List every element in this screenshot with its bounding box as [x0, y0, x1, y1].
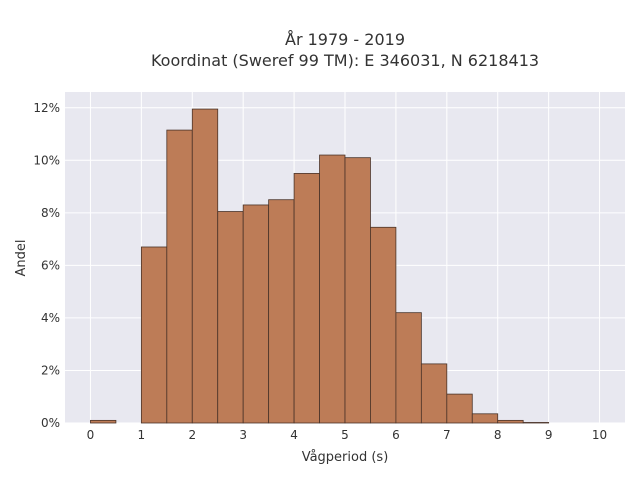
histogram-bar	[140, 246, 168, 424]
y-tick-label: 10%	[33, 153, 60, 167]
x-tick-label: 0	[87, 428, 95, 442]
x-tick-label: 1	[138, 428, 146, 442]
bars-layer	[90, 108, 550, 424]
histogram-bar	[395, 312, 422, 424]
histogram-bar	[420, 363, 448, 424]
y-axis-ticks: 0% 2% 4% 6% 8% 10% 12%	[33, 101, 60, 430]
histogram-bar	[191, 108, 219, 424]
histogram-bar	[293, 173, 320, 424]
x-tick-label: 2	[188, 428, 196, 442]
x-tick-label: 5	[341, 428, 349, 442]
y-tick-label: 6%	[41, 258, 60, 272]
x-tick-label: 6	[392, 428, 400, 442]
chart-title-line-1: År 1979 - 2019	[285, 30, 405, 49]
histogram-bar	[268, 199, 295, 424]
x-tick-label: 10	[592, 428, 607, 442]
y-axis-title: Andel	[14, 240, 29, 277]
x-tick-label: 7	[443, 428, 451, 442]
x-axis-title: Vågperiod (s)	[302, 450, 389, 465]
histogram-bar	[370, 226, 397, 424]
y-tick-label: 12%	[33, 101, 60, 115]
histogram-bar	[166, 129, 193, 424]
histogram-bar	[319, 154, 346, 424]
x-tick-label: 4	[290, 428, 298, 442]
x-axis-ticks: 0 1 2 3 4 5 6 7 8 9 10	[87, 428, 608, 442]
histogram-bar	[446, 393, 473, 424]
histogram-bar	[90, 419, 117, 424]
histogram-bar	[497, 419, 524, 424]
y-tick-label: 8%	[41, 206, 60, 220]
y-tick-label: 2%	[41, 363, 60, 377]
x-tick-label: 3	[239, 428, 247, 442]
y-tick-label: 0%	[41, 416, 60, 430]
x-tick-label: 9	[545, 428, 553, 442]
y-tick-label: 4%	[41, 311, 60, 325]
histogram-bar	[344, 157, 371, 424]
histogram-bar	[242, 204, 270, 424]
x-tick-label: 8	[494, 428, 502, 442]
chart-title-line-2: Koordinat (Sweref 99 TM): E 346031, N 62…	[151, 51, 539, 70]
histogram-bar	[522, 422, 550, 424]
histogram-bar	[471, 413, 499, 424]
histogram-bar	[217, 211, 244, 424]
